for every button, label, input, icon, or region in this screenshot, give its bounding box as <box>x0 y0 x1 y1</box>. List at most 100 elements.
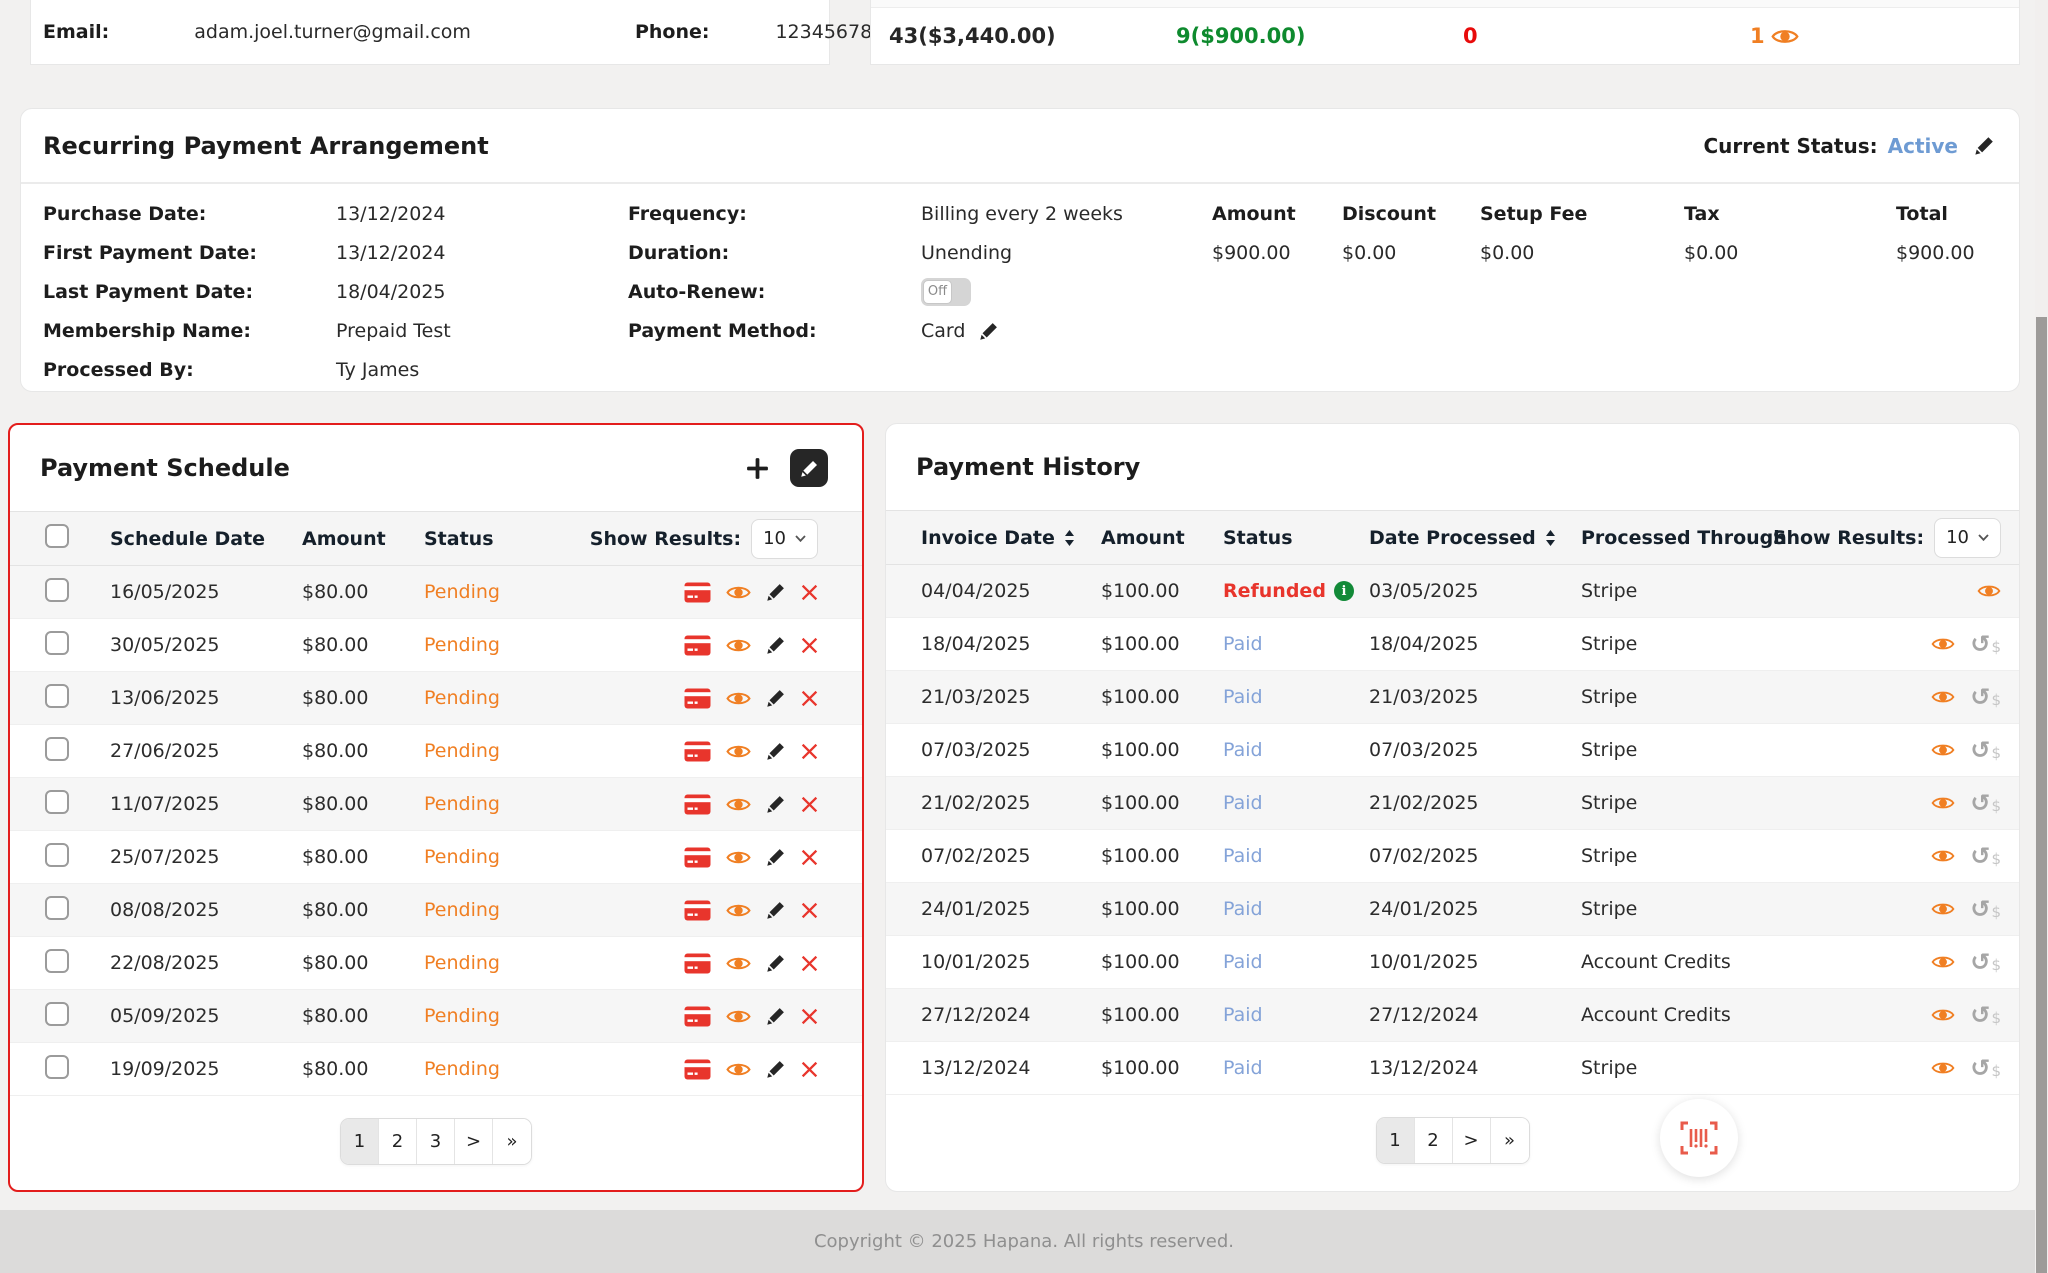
edit-icon[interactable] <box>766 953 786 973</box>
page-button[interactable]: 2 <box>379 1119 417 1164</box>
row-checkbox[interactable] <box>45 842 69 867</box>
charge-card-icon[interactable] <box>684 582 711 603</box>
charge-card-icon[interactable] <box>684 900 711 921</box>
refund-icon[interactable]: ↺ $ <box>1970 683 2001 711</box>
view-icon[interactable] <box>726 955 751 972</box>
charge-card-icon[interactable] <box>684 1059 711 1080</box>
refund-icon[interactable]: ↺ $ <box>1970 736 2001 764</box>
date-processed-header[interactable]: Date Processed <box>1369 527 1581 549</box>
auto-renew-toggle[interactable]: Off <box>921 277 971 306</box>
edit-icon[interactable] <box>766 900 786 920</box>
view-icon[interactable] <box>726 849 751 866</box>
row-checkbox[interactable] <box>45 895 69 920</box>
view-icon[interactable] <box>726 690 751 707</box>
edit-icon[interactable] <box>766 635 786 655</box>
refund-icon[interactable]: ↺ $ <box>1970 630 2001 658</box>
page-button[interactable]: 3 <box>417 1119 455 1164</box>
view-icon[interactable] <box>1931 742 1955 758</box>
show-results-select[interactable]: 10 <box>1934 517 2001 558</box>
view-icon[interactable] <box>726 902 751 919</box>
page-button[interactable]: » <box>1490 1118 1529 1163</box>
row-checkbox[interactable] <box>45 1054 69 1079</box>
row-checkbox[interactable] <box>45 1001 69 1026</box>
charge-card-icon[interactable] <box>684 688 711 709</box>
edit-icon[interactable] <box>766 794 786 814</box>
refund-icon[interactable]: ↺ $ <box>1970 948 2001 976</box>
view-icon[interactable] <box>1931 689 1955 705</box>
history-amount-cell: $100.00 <box>1101 580 1180 602</box>
charge-card-icon[interactable] <box>684 794 711 815</box>
view-icon[interactable] <box>1931 954 1955 970</box>
refund-icon[interactable]: ↺ $ <box>1970 1054 2001 1082</box>
row-checkbox[interactable] <box>45 630 69 655</box>
refund-icon[interactable]: ↺ $ <box>1970 895 2001 923</box>
page-button[interactable]: 1 <box>1376 1118 1415 1163</box>
view-icon[interactable] <box>1931 1060 1955 1076</box>
view-icon[interactable] <box>1931 848 1955 864</box>
charge-card-icon[interactable] <box>684 741 711 762</box>
show-results-select[interactable]: 10 <box>751 518 818 559</box>
delete-icon[interactable] <box>801 849 818 866</box>
stat-flagged[interactable]: 1 <box>1732 24 2019 48</box>
delete-icon[interactable] <box>801 796 818 813</box>
stat-total-payments: 43($3,440.00) <box>889 24 1056 48</box>
refund-icon[interactable]: ↺ $ <box>1970 842 2001 870</box>
charge-card-icon[interactable] <box>684 847 711 868</box>
page-button[interactable]: 1 <box>341 1119 379 1164</box>
edit-payment-method-icon[interactable] <box>979 321 999 341</box>
charge-card-icon[interactable] <box>684 953 711 974</box>
view-icon[interactable] <box>726 1008 751 1025</box>
page-button[interactable]: > <box>1452 1118 1491 1163</box>
delete-icon[interactable] <box>801 1008 818 1025</box>
edit-icon[interactable] <box>766 1059 786 1079</box>
refund-icon[interactable]: ↺ $ <box>1970 789 2001 817</box>
page-button[interactable]: 2 <box>1414 1118 1453 1163</box>
page-button[interactable]: » <box>493 1119 531 1164</box>
view-icon[interactable] <box>1931 901 1955 917</box>
row-checkbox[interactable] <box>45 789 69 814</box>
purchase-date-value: 13/12/2024 <box>336 202 446 225</box>
add-payment-icon[interactable] <box>745 456 770 481</box>
refund-icon[interactable]: ↺ $ <box>1970 1001 2001 1029</box>
view-icon[interactable] <box>1931 795 1955 811</box>
edit-icon[interactable] <box>766 688 786 708</box>
edit-icon[interactable] <box>766 847 786 867</box>
delete-icon[interactable] <box>801 637 818 654</box>
invoice-date-header[interactable]: Invoice Date <box>921 527 1101 549</box>
edit-icon[interactable] <box>766 1006 786 1026</box>
view-icon[interactable] <box>1931 1007 1955 1023</box>
delete-icon[interactable] <box>801 743 818 760</box>
scrollbar-thumb[interactable] <box>2036 317 2047 1273</box>
charge-card-icon[interactable] <box>684 1006 711 1027</box>
history-status-cell: Paid <box>1223 633 1263 655</box>
view-icon[interactable] <box>1977 583 2001 599</box>
row-checkbox[interactable] <box>45 736 69 761</box>
delete-icon[interactable] <box>801 1061 818 1078</box>
row-checkbox[interactable] <box>45 577 69 602</box>
schedule-row: 25/07/2025 $80.00 Pending <box>10 831 862 884</box>
edit-icon[interactable] <box>766 582 786 602</box>
info-icon[interactable]: i <box>1333 581 1354 601</box>
view-icon[interactable] <box>726 637 751 654</box>
view-icon[interactable] <box>726 743 751 760</box>
scrollbar[interactable] <box>2035 0 2048 1273</box>
row-checkbox[interactable] <box>45 948 69 973</box>
edit-status-icon[interactable] <box>1974 135 1995 156</box>
view-icon[interactable] <box>1931 636 1955 652</box>
view-icon[interactable] <box>726 1061 751 1078</box>
row-checkbox[interactable] <box>45 683 69 708</box>
view-icon[interactable] <box>726 584 751 601</box>
charge-card-icon[interactable] <box>684 635 711 656</box>
history-status-cell: Refunded <box>1223 580 1326 602</box>
edit-schedule-icon[interactable] <box>790 449 828 487</box>
view-icon[interactable] <box>726 796 751 813</box>
edit-icon[interactable] <box>766 741 786 761</box>
delete-icon[interactable] <box>801 690 818 707</box>
delete-icon[interactable] <box>801 902 818 919</box>
auto-renew-label: Auto-Renew: <box>628 280 766 303</box>
barcode-scan-button[interactable] <box>1660 1099 1738 1177</box>
delete-icon[interactable] <box>801 584 818 601</box>
delete-icon[interactable] <box>801 955 818 972</box>
page-button[interactable]: > <box>455 1119 493 1164</box>
select-all-checkbox[interactable] <box>45 524 69 548</box>
